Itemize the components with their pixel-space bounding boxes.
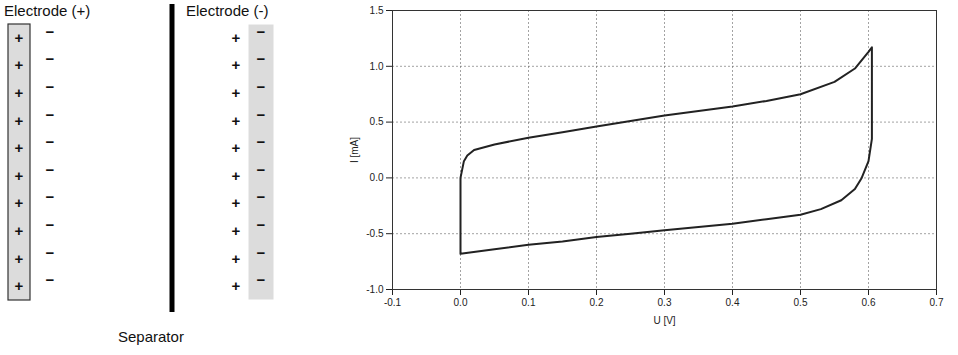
- svg-text:+: +: [15, 167, 24, 184]
- svg-text:+: +: [232, 277, 241, 294]
- svg-text:+: +: [15, 277, 24, 294]
- svg-text:+: +: [15, 112, 24, 129]
- svg-text:-0.1: -0.1: [384, 297, 402, 308]
- svg-text:−: −: [257, 244, 266, 261]
- svg-text:0.3: 0.3: [658, 297, 672, 308]
- svg-text:+: +: [232, 167, 241, 184]
- svg-text:−: −: [257, 188, 266, 205]
- svg-text:+: +: [15, 194, 24, 211]
- svg-text:0.5: 0.5: [794, 297, 808, 308]
- svg-text:−: −: [257, 106, 266, 123]
- svg-text:0.0: 0.0: [370, 172, 384, 183]
- svg-text:+: +: [15, 29, 24, 46]
- svg-text:0.6: 0.6: [862, 297, 876, 308]
- svg-text:−: −: [46, 23, 55, 40]
- svg-text:U [V]: U [V]: [653, 315, 675, 326]
- svg-text:1.5: 1.5: [370, 5, 384, 16]
- svg-text:−: −: [46, 244, 55, 261]
- svg-text:I [mA]: I [mA]: [349, 137, 360, 163]
- svg-text:Electrode (-): Electrode (-): [186, 2, 269, 19]
- svg-text:+: +: [232, 222, 241, 239]
- svg-text:−: −: [46, 216, 55, 233]
- svg-text:+: +: [232, 84, 241, 101]
- svg-text:+: +: [15, 250, 24, 267]
- svg-text:+: +: [232, 56, 241, 73]
- svg-text:+: +: [232, 139, 241, 156]
- svg-text:−: −: [46, 161, 55, 178]
- svg-text:+: +: [15, 139, 24, 156]
- svg-text:0.5: 0.5: [370, 116, 384, 127]
- svg-text:−: −: [46, 271, 55, 288]
- svg-text:+: +: [232, 29, 241, 46]
- svg-text:0.7: 0.7: [930, 297, 944, 308]
- svg-text:−: −: [257, 161, 266, 178]
- svg-text:−: −: [257, 50, 266, 67]
- svg-text:+: +: [15, 56, 24, 73]
- svg-text:+: +: [232, 194, 241, 211]
- svg-text:−: −: [257, 133, 266, 150]
- svg-text:0.0: 0.0: [454, 297, 468, 308]
- svg-text:+: +: [15, 222, 24, 239]
- svg-text:−: −: [46, 188, 55, 205]
- svg-text:−: −: [46, 106, 55, 123]
- svg-text:+: +: [232, 250, 241, 267]
- svg-text:−: −: [257, 216, 266, 233]
- svg-text:0.2: 0.2: [590, 297, 604, 308]
- svg-text:-1.0: -1.0: [366, 284, 384, 295]
- svg-text:+: +: [232, 112, 241, 129]
- svg-text:-0.5: -0.5: [366, 228, 384, 239]
- svg-text:−: −: [46, 78, 55, 95]
- svg-text:+: +: [15, 84, 24, 101]
- svg-text:Separator: Separator: [118, 328, 184, 345]
- svg-text:−: −: [46, 50, 55, 67]
- svg-text:0.4: 0.4: [726, 297, 740, 308]
- svg-text:−: −: [46, 133, 55, 150]
- svg-text:−: −: [257, 271, 266, 288]
- svg-text:1.0: 1.0: [370, 61, 384, 72]
- svg-text:0.1: 0.1: [522, 297, 536, 308]
- svg-text:Electrode (+): Electrode (+): [4, 2, 90, 19]
- svg-text:−: −: [257, 78, 266, 95]
- svg-text:−: −: [257, 23, 266, 40]
